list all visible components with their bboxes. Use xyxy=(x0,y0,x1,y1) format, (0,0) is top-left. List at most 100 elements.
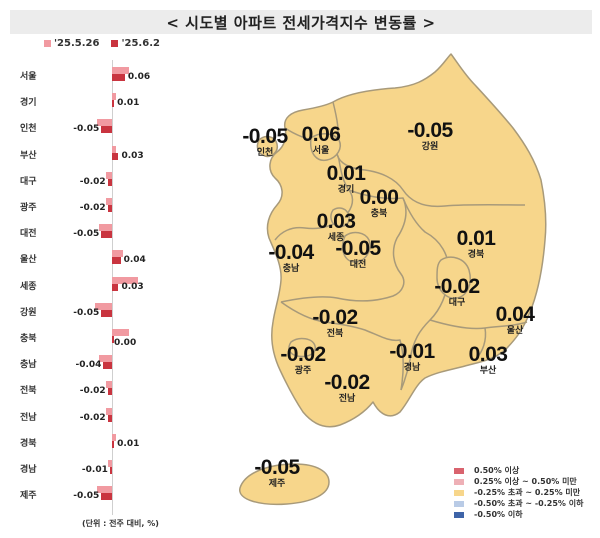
region-value: -0.01 xyxy=(389,340,435,363)
series-legend: '25.5.26 '25.6.2 xyxy=(44,38,160,49)
bar-prev-week xyxy=(112,433,117,441)
map-region-label: -0.02 전남 xyxy=(324,372,370,405)
bar-prev-week xyxy=(112,67,130,74)
region-name: 광주 xyxy=(294,366,312,376)
region-name: 강원 xyxy=(421,142,439,152)
value-label: -0.05 xyxy=(73,124,100,135)
value-label: 0.03 xyxy=(121,281,144,292)
bar-prev-week xyxy=(105,381,112,389)
value-label: 0.01 xyxy=(117,98,140,109)
value-label: -0.02 xyxy=(79,203,106,213)
korea-map: -0.05 인천 0.06 서울 0.01 경기 -0.05 강원 0.00 충북 0.03 세종 -0… xyxy=(225,40,600,520)
category-label: 서울 xyxy=(20,72,37,82)
map-legend-swatch xyxy=(454,467,464,474)
map-legend-label: 0.25% 이상 ~ 0.50% 미만 xyxy=(474,477,577,486)
region-value: -0.05 xyxy=(407,119,453,142)
chart-row: 울산 0.04 xyxy=(0,246,210,272)
category-label: 충북 xyxy=(20,334,37,344)
map-legend-label: -0.50% 이하 xyxy=(474,510,523,519)
category-label: 인천 xyxy=(20,124,37,135)
map-legend-item: 0.50% 이상 xyxy=(454,465,583,476)
chart-row: 경남 -0.01 xyxy=(0,456,210,482)
region-value: 0.06 xyxy=(301,123,341,146)
region-name: 제주 xyxy=(268,479,286,489)
map-region-label: -0.02 대구 xyxy=(434,275,480,309)
chart-row: 세종 0.03 xyxy=(0,273,210,299)
map-legend-swatch xyxy=(454,489,464,496)
bar-prev-week xyxy=(99,224,112,232)
chart-row: 부산 0.03 xyxy=(0,142,210,168)
bar-prev-week xyxy=(112,276,138,284)
chart-title: < 시도별 아파트 전세가격지수 변동률 > xyxy=(10,10,592,34)
region-value: 0.01 xyxy=(326,162,366,185)
category-label: 울산 xyxy=(20,255,37,266)
bar-chart: 서울 0.06 경기 0.01 인천 -0.05 부산 0.03 대구 -0.02 광주 -0.02 대… xyxy=(0,55,210,515)
category-label: 대전 xyxy=(20,229,37,240)
bar-prev-week xyxy=(99,355,112,363)
map-legend-swatch xyxy=(454,511,464,518)
map-region-label: -0.04 충남 xyxy=(268,242,314,275)
region-name: 대전 xyxy=(349,260,367,270)
bar-prev-week xyxy=(105,198,112,205)
chart-row: 강원 -0.05 xyxy=(0,299,210,325)
region-value: 0.00 xyxy=(359,186,399,209)
map-legend-item: -0.50% 초과 ~ -0.25% 이하 xyxy=(454,498,583,509)
chart-row: 광주 -0.02 xyxy=(0,194,210,220)
category-label: 전북 xyxy=(20,386,37,397)
category-label: 전남 xyxy=(20,412,37,423)
map-legend-swatch xyxy=(454,478,464,485)
bar-prev-week xyxy=(96,119,112,127)
bar-current-week xyxy=(112,152,119,160)
map-region-label: -0.05 인천 xyxy=(242,125,288,159)
legend-item-prev: '25.5.26 xyxy=(44,38,99,49)
bar-prev-week xyxy=(105,171,112,179)
region-value: -0.02 xyxy=(280,343,326,366)
bar-current-week xyxy=(107,414,112,422)
legend-label-prev: '25.5.26 xyxy=(54,38,100,49)
bar-current-week xyxy=(112,100,115,108)
category-label: 부산 xyxy=(20,150,37,161)
value-label: -0.05 xyxy=(73,229,100,240)
map-region-label: 0.01 경북 xyxy=(457,228,496,261)
map-legend-swatch xyxy=(454,500,464,507)
korea-map-shape xyxy=(239,53,547,506)
region-name: 경북 xyxy=(467,250,485,260)
bar-prev-week xyxy=(112,250,123,258)
map-region-label: -0.05 대전 xyxy=(335,238,381,271)
map-region-label: -0.02 전북 xyxy=(312,306,358,340)
region-value: -0.05 xyxy=(242,125,288,148)
region-value: 0.03 xyxy=(316,210,356,233)
value-label: -0.01 xyxy=(81,465,108,475)
region-name: 전남 xyxy=(338,394,356,404)
category-label: 경남 xyxy=(20,465,37,475)
legend-label-curr: '25.6.2 xyxy=(121,38,160,49)
bar-current-week xyxy=(109,467,112,474)
bar-prev-week xyxy=(107,460,112,467)
value-label: 0.04 xyxy=(123,255,146,266)
legend-swatch-curr xyxy=(111,40,119,47)
value-label: -0.02 xyxy=(79,412,106,423)
map-legend-label: -0.50% 초과 ~ -0.25% 이하 xyxy=(474,499,584,508)
bar-current-week xyxy=(112,283,119,291)
region-name: 대구 xyxy=(448,298,466,308)
region-value: -0.02 xyxy=(312,306,358,329)
bar-current-week xyxy=(112,336,114,343)
bar-prev-week xyxy=(96,486,112,494)
region-value: 0.03 xyxy=(468,343,508,366)
category-label: 강원 xyxy=(20,307,37,318)
region-value: -0.02 xyxy=(434,275,480,298)
legend-swatch-prev xyxy=(44,40,51,47)
map-legend-item: 0.25% 이상 ~ 0.50% 미만 xyxy=(454,476,583,487)
map-region-label: -0.05 제주 xyxy=(254,457,300,490)
chart-row: 서울 0.06 xyxy=(0,63,210,89)
bar-prev-week xyxy=(105,407,112,415)
value-label: 0.03 xyxy=(121,150,144,161)
bar-prev-week xyxy=(112,93,117,101)
region-name: 부산 xyxy=(479,366,497,376)
bar-current-week xyxy=(112,257,121,265)
region-name: 세종 xyxy=(327,233,345,243)
chart-row: 경기 0.01 xyxy=(0,89,210,115)
value-label: 0.00 xyxy=(114,338,137,348)
bar-current-week xyxy=(107,388,112,396)
bar-current-week xyxy=(101,309,112,317)
